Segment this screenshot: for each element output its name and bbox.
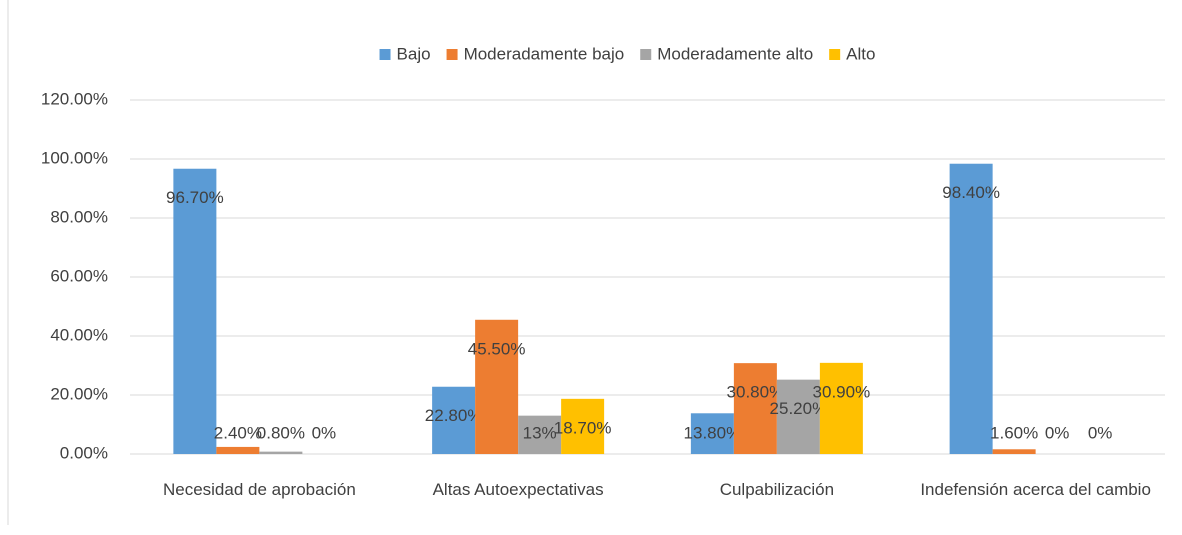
data-label: 30.80% — [727, 383, 785, 402]
data-label: 45.50% — [468, 339, 526, 358]
x-tick-label: Altas Autoexpectativas — [432, 480, 604, 499]
data-label: 0% — [1088, 423, 1113, 442]
y-tick-label: 20.00% — [50, 384, 108, 403]
y-tick-label: 60.00% — [50, 266, 108, 285]
legend-label: Alto — [846, 44, 875, 63]
data-label: 25.20% — [770, 399, 828, 418]
x-tick-label: Necesidad de aprobación — [162, 480, 356, 499]
data-label: 0.80% — [257, 423, 305, 442]
data-label: 13% — [523, 423, 557, 442]
bar — [259, 451, 303, 454]
bar — [949, 163, 993, 454]
data-label: 0% — [312, 423, 337, 442]
data-label: 13.80% — [684, 423, 742, 442]
bar — [475, 319, 519, 454]
bar — [518, 415, 562, 454]
data-label: 96.70% — [166, 188, 224, 207]
y-tick-label: 120.00% — [41, 89, 108, 108]
bar — [216, 446, 260, 454]
x-tick-label: Culpabilización — [719, 480, 835, 499]
bar — [173, 168, 217, 455]
data-label: 1.60% — [990, 423, 1038, 442]
legend-swatch — [829, 49, 841, 60]
y-tick-label: 40.00% — [50, 325, 108, 344]
legend-label: Moderadamente alto — [657, 44, 813, 63]
bar — [992, 449, 1036, 454]
bar — [776, 379, 820, 454]
data-label: 98.40% — [942, 183, 1000, 202]
data-label: 2.40% — [214, 423, 262, 442]
data-label: 30.90% — [813, 382, 871, 401]
bar — [432, 386, 476, 454]
data-label: 18.70% — [554, 418, 612, 437]
bar — [819, 362, 863, 454]
x-tick-label: Indefensión acerca del cambio — [920, 480, 1151, 499]
y-tick-label: 0.00% — [60, 443, 108, 462]
data-label: 22.80% — [425, 406, 483, 425]
legend-label: Bajo — [397, 44, 431, 63]
legend-swatch — [446, 49, 458, 60]
legend-swatch — [379, 49, 391, 60]
legend-swatch — [640, 49, 652, 60]
data-label: 0% — [1045, 423, 1070, 442]
bar — [733, 363, 777, 454]
legend-label: Moderadamente bajo — [464, 44, 625, 63]
y-tick-label: 80.00% — [50, 207, 108, 226]
y-tick-label: 100.00% — [41, 148, 108, 167]
bar — [561, 398, 605, 454]
bar — [690, 413, 734, 454]
